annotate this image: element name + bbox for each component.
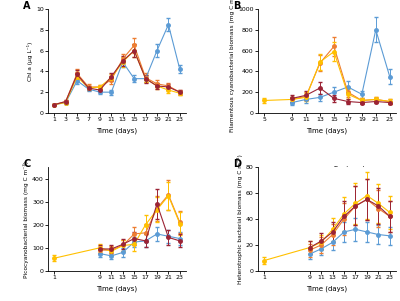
Text: D: D xyxy=(233,159,241,169)
X-axis label: Time (days): Time (days) xyxy=(96,286,138,292)
X-axis label: Time (days): Time (days) xyxy=(306,286,348,292)
X-axis label: Time (days): Time (days) xyxy=(96,128,138,134)
X-axis label: Time (days): Time (days) xyxy=(306,128,348,134)
Legend: 16°C, 18°C, 18°C(-S), 20°C: 16°C, 18°C, 18°C(-S), 20°C xyxy=(330,165,370,200)
Y-axis label: Heterotrophic bacterial biomass (mg C m⁻³): Heterotrophic bacterial biomass (mg C m⁻… xyxy=(237,154,243,284)
Y-axis label: Picocyanobacterial biomass (mg C m⁻³): Picocyanobacterial biomass (mg C m⁻³) xyxy=(23,160,29,278)
Y-axis label: Chl a (μg L⁻¹): Chl a (μg L⁻¹) xyxy=(27,41,33,81)
Text: C: C xyxy=(23,159,30,169)
Text: A: A xyxy=(23,1,31,11)
Y-axis label: Filamentous cyanobacterial biomass (mg C m⁻³): Filamentous cyanobacterial biomass (mg C… xyxy=(230,0,236,132)
Text: B: B xyxy=(233,1,240,11)
